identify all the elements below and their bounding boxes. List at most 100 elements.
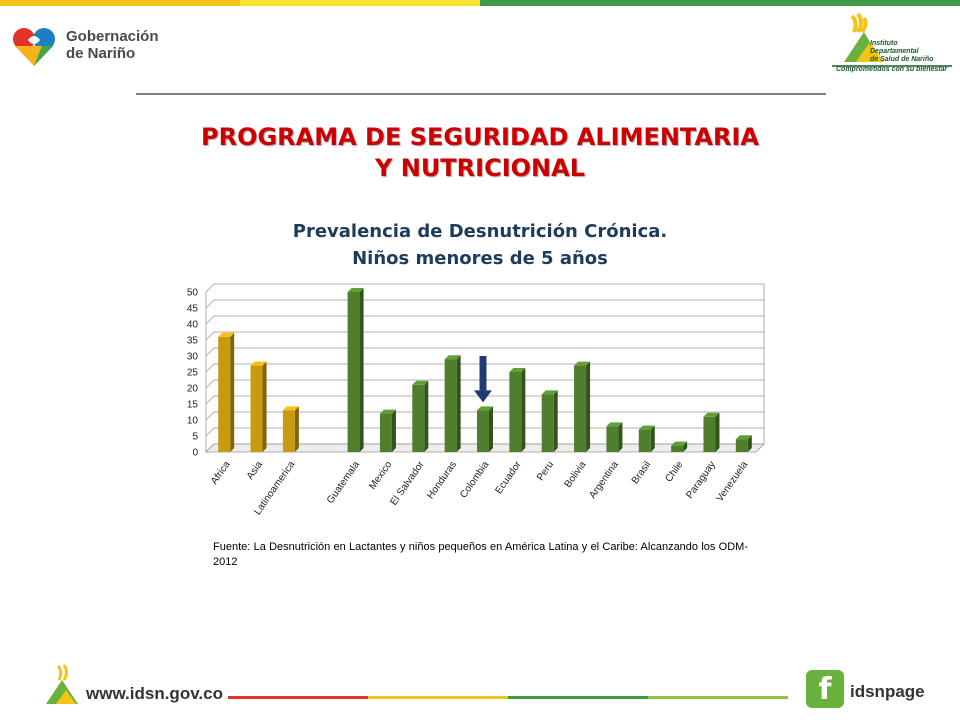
bar-el-salvador (412, 380, 429, 452)
logo-text-line-2: de Nariño (66, 45, 136, 62)
bar-front (606, 426, 619, 452)
idsn-tagline: Comprometidos con su bienestar (836, 66, 948, 73)
bar-top (638, 425, 655, 430)
y-tick-label: 25 (187, 368, 199, 379)
chart-title-line-2: Niños menores de 5 años (352, 248, 608, 269)
bar-brasil (638, 425, 655, 452)
bar-front (250, 365, 263, 452)
footer-line-lightgreen (648, 696, 788, 699)
bar-top (509, 368, 526, 372)
logo-text-line-1: Gobernación (66, 28, 159, 45)
bar-top (574, 361, 591, 366)
bar-front (671, 445, 684, 452)
arrow-shaft (479, 356, 487, 391)
x-tick-label: Colombia (458, 459, 491, 500)
bar-side (553, 390, 558, 452)
source-note: Fuente: La Desnutrición en Lactantes y n… (213, 541, 748, 568)
slide-title-line-1: PROGRAMA DE SEGURIDAD ALIMENTARIA (201, 123, 759, 151)
top-strip-yellow (0, 0, 240, 6)
arrow-head (474, 390, 492, 403)
bar-side (489, 406, 493, 452)
x-tick-label: Peru (535, 459, 556, 483)
x-tick-label: Argentina (587, 459, 621, 501)
bar-front (379, 413, 392, 452)
bar-side (262, 361, 267, 452)
gridline (205, 315, 764, 325)
highlight-arrow-icon (474, 356, 492, 403)
idsn-text-line-2: Departamental (870, 48, 919, 55)
x-tick-label: Guatemala (325, 459, 362, 506)
idsn-text-line-3: de Salud de Nariño (870, 56, 934, 63)
y-tick-label: 0 (192, 448, 198, 459)
bar-argentina (606, 422, 623, 452)
bar-side (391, 409, 396, 452)
bar-peru (541, 390, 558, 452)
bar-guatemala (347, 288, 364, 452)
gridline (205, 347, 764, 357)
y-tick-label: 5 (192, 432, 198, 443)
footer-line-green (508, 696, 648, 699)
slide-title: PROGRAMA DE SEGURIDAD ALIMENTARIA Y NUTR… (100, 122, 860, 184)
footer-line-yellow (368, 696, 508, 699)
x-tick-label: Chile (663, 459, 685, 484)
bar-side (424, 380, 429, 452)
bar-side (747, 435, 752, 452)
footer-website-link[interactable]: www.idsn.gov.co (86, 684, 223, 703)
y-tick-label: 20 (187, 384, 199, 395)
bar-side (456, 355, 461, 452)
bar-africa (218, 332, 235, 452)
y-tick-label: 30 (187, 352, 199, 363)
bar-front (477, 410, 489, 452)
facebook-icon[interactable]: f (806, 670, 844, 708)
y-tick-label: 10 (187, 416, 199, 427)
gridline (205, 331, 764, 341)
bar-chile (671, 441, 688, 452)
bar-front (412, 384, 425, 452)
bar-front (703, 416, 716, 452)
x-tick-label: Bolivia (563, 459, 589, 490)
gobernacion-logo-text: Gobernación de Nariño (66, 28, 159, 62)
bar-front (509, 372, 522, 452)
y-tick-label: 35 (187, 336, 199, 347)
top-strip-lightyellow (240, 0, 480, 6)
bar-bolivia (574, 361, 591, 452)
idsn-footer-logo-icon (46, 664, 78, 704)
bar-top (703, 412, 720, 417)
idsn-text-line-1: Instituto (870, 40, 898, 47)
bar-top (606, 422, 623, 427)
bar-honduras (444, 355, 461, 452)
bar-front (218, 336, 231, 452)
x-tick-label: Mexico (367, 459, 394, 492)
bar-top (477, 406, 493, 411)
bar-top (735, 435, 752, 440)
y-tick-label: 50 (187, 288, 199, 299)
bar-side (683, 441, 688, 452)
bar-front (347, 292, 360, 452)
facebook-page-link[interactable]: idsnpage (850, 682, 925, 701)
idsn-logo-icon (832, 12, 952, 67)
bar-top (412, 380, 429, 385)
bar-front (638, 429, 651, 452)
x-tick-label: Ecuador (493, 459, 524, 496)
bar-side (359, 288, 364, 452)
bar-ecuador (509, 368, 526, 452)
footer-line-red (228, 696, 368, 699)
y-tick-label: 45 (187, 304, 199, 315)
chart-bars (218, 288, 752, 452)
bar-top (218, 332, 235, 337)
bar-side (715, 412, 720, 452)
bar-front (541, 394, 554, 452)
bar-front (574, 365, 587, 452)
y-axis-ticks: 0 5 10 15 20 25 30 35 40 45 50 (187, 288, 199, 459)
bar-side (618, 422, 623, 452)
gobernacion-heart-logo-icon (13, 28, 55, 66)
bar-side (521, 368, 526, 452)
bar-mexico (379, 409, 396, 452)
bar-top (671, 441, 688, 446)
bar-venezuela (735, 435, 752, 452)
header-divider (136, 93, 826, 95)
bar-latinoamerica (282, 406, 299, 452)
slide-title-line-2: Y NUTRICIONAL (375, 154, 585, 182)
bar-top (444, 355, 461, 360)
